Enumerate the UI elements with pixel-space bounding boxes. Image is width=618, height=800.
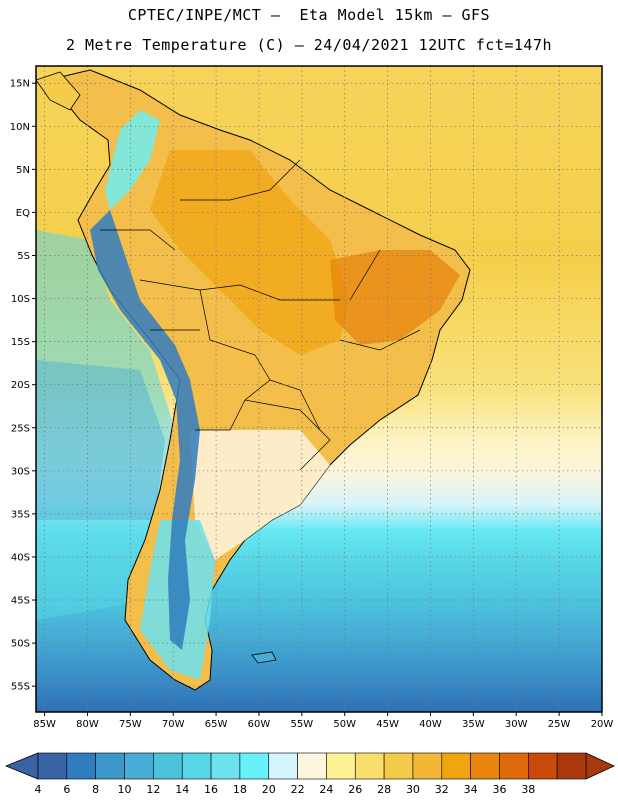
colorbar-label: 12	[146, 783, 160, 796]
lat-tick-label: 5S	[17, 251, 30, 262]
lat-tick-label: 10S	[11, 294, 30, 305]
colorbar-swatch	[499, 752, 529, 780]
colorbar-swatch	[268, 752, 298, 780]
latitude-axis: 15N 10N 5N EQ 5S 10S 15S 20S 25S 30S 35S 40S 45S 50S 5…	[10, 79, 36, 693]
colorbar-swatch	[181, 752, 212, 780]
lat-tick-label: 15N	[10, 79, 30, 90]
colorbar-label: 30	[406, 783, 420, 796]
colorbar-swatch	[412, 752, 443, 780]
lon-tick-label: 55W	[291, 719, 314, 730]
brazil-hot-zone	[330, 250, 460, 345]
colorbar-label: 10	[118, 783, 132, 796]
colorbar-label: 14	[175, 783, 189, 796]
lon-tick-label: 75W	[119, 719, 142, 730]
lon-tick-label: 60W	[248, 719, 271, 730]
lat-tick-label: 35S	[11, 509, 30, 520]
colorbar-swatch	[95, 752, 125, 780]
colorbar-swatch	[153, 752, 183, 780]
lat-tick-label: EQ	[16, 208, 30, 219]
amazon-warm-zone	[150, 150, 350, 355]
colorbar-swatch	[66, 752, 96, 780]
colorbar-swatch	[528, 752, 558, 780]
colorbar-swatch	[354, 752, 385, 780]
lat-tick-label: 50S	[11, 639, 30, 650]
temperature-colorbar: 4 6 8 10 12 14 16 18 20 22 24 26 28 30 32 34 36 38	[4, 752, 615, 796]
colorbar-swatch	[210, 752, 241, 780]
lon-tick-label: 40W	[419, 719, 442, 730]
lon-tick-label: 80W	[76, 719, 99, 730]
pacific-cold-band	[36, 360, 165, 520]
colorbar-swatch	[326, 752, 356, 780]
colorbar-swatch	[470, 752, 500, 780]
northern-andes-cool	[105, 110, 160, 210]
colorbar-low-arrow	[4, 752, 39, 780]
lat-tick-label: 15S	[11, 337, 30, 348]
pacific-cool-band	[36, 230, 172, 620]
colorbar-label: 28	[377, 783, 391, 796]
colorbar-label: 36	[492, 783, 506, 796]
colorbar-label: 34	[464, 783, 478, 796]
colorbar-label: 32	[435, 783, 449, 796]
lat-tick-label: 30S	[11, 466, 30, 477]
map-title-variable: 2 Metre Temperature (C) – 24/04/2021 12U…	[65, 36, 553, 54]
colorbar-label: 38	[521, 783, 535, 796]
colorbar-swatch	[556, 752, 587, 780]
lon-tick-label: 25W	[548, 719, 571, 730]
colorbar-label: 6	[63, 783, 70, 796]
colorbar-swatch	[297, 752, 327, 780]
central-america	[36, 71, 81, 111]
colorbar-swatch	[124, 752, 154, 780]
colorbar-label: 26	[348, 783, 362, 796]
lat-tick-label: 20S	[11, 380, 30, 391]
temperature-field	[36, 66, 602, 712]
southern-cone-mild-zone	[190, 430, 330, 560]
lat-tick-label: 10N	[10, 122, 30, 133]
lon-tick-label: 45W	[376, 719, 399, 730]
colorbar-swatch	[37, 752, 68, 780]
lon-tick-label: 20W	[591, 719, 614, 730]
lat-tick-label: 45S	[11, 596, 30, 607]
lat-tick-label: 5N	[16, 165, 30, 176]
lon-tick-label: 65W	[205, 719, 228, 730]
colorbar-label: 8	[92, 783, 99, 796]
map-title-source: CPTEC/INPE/MCT – Eta Model 15km – GFS	[127, 6, 491, 24]
country-borders	[100, 159, 421, 471]
lon-tick-label: 70W	[162, 719, 185, 730]
longitude-axis: 85W 80W 75W 70W 65W 60W 55W 50W 45W 40W 35W 30W 25W 2…	[33, 712, 613, 730]
colorbar-swatch	[441, 752, 471, 780]
lon-tick-label: 85W	[33, 719, 56, 730]
lon-tick-label: 50W	[333, 719, 356, 730]
lat-tick-label: 55S	[11, 682, 30, 693]
colorbar-label: 20	[262, 783, 276, 796]
colorbar-swatch	[383, 752, 414, 780]
colorbar-label: 24	[319, 783, 333, 796]
andes-cold-spine	[90, 210, 200, 650]
lon-tick-label: 30W	[505, 719, 528, 730]
colorbar-label: 22	[291, 783, 305, 796]
lat-tick-label: 40S	[11, 552, 30, 563]
lat-tick-label: 25S	[11, 423, 30, 434]
colorbar-high-arrow	[585, 752, 615, 780]
colorbar-label: 16	[204, 783, 218, 796]
colorbar-label: 18	[233, 783, 247, 796]
colorbar-label: 4	[35, 783, 42, 796]
colorbar-swatch	[239, 752, 270, 780]
lon-tick-label: 35W	[462, 719, 485, 730]
map-frame	[35, 65, 603, 713]
falkland-islands	[251, 651, 277, 664]
